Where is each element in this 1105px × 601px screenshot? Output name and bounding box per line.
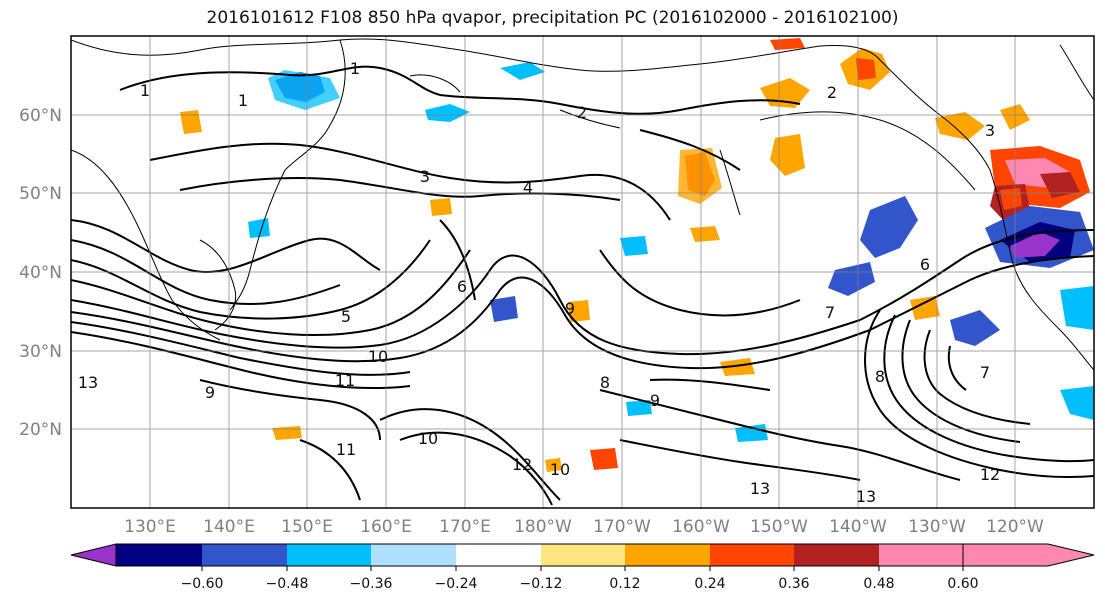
lat-label: 30°N bbox=[19, 342, 62, 362]
colorbar-segment bbox=[371, 544, 456, 566]
graticule bbox=[71, 36, 1094, 508]
qvapor-contours bbox=[71, 65, 1094, 506]
contour-label: 7 bbox=[825, 303, 835, 322]
lon-label: 130°W bbox=[908, 517, 966, 537]
contour-label: 3 bbox=[420, 167, 430, 186]
colorbar-extend-high bbox=[962, 543, 1095, 567]
contour-label: 1 bbox=[238, 91, 248, 110]
lon-label: 150°E bbox=[281, 517, 333, 537]
contour-label: 12 bbox=[512, 455, 532, 474]
colorbar-tick-label: 0.36 bbox=[778, 576, 809, 592]
lat-label: 50°N bbox=[19, 184, 62, 204]
colorbar-tick-label: 0.60 bbox=[947, 576, 978, 592]
contour-label: 7 bbox=[980, 363, 990, 382]
lon-label: 160°E bbox=[360, 517, 412, 537]
latitude-labels: 60°N 50°N 40°N 30°N 20°N bbox=[19, 106, 62, 440]
lon-label: 150°W bbox=[750, 517, 808, 537]
contour-label: 13 bbox=[856, 487, 876, 506]
lon-label: 120°W bbox=[986, 517, 1044, 537]
colorbar-segment bbox=[625, 544, 710, 566]
colorbar-segment bbox=[287, 544, 371, 566]
contour-label: 1 bbox=[350, 59, 360, 78]
contour-label: 3 bbox=[985, 121, 995, 140]
contour-label: 6 bbox=[457, 277, 467, 296]
contour-label: 10 bbox=[418, 429, 438, 448]
colorbar-ticks bbox=[201, 566, 964, 571]
precipitation-shading bbox=[180, 38, 1094, 472]
contour-label: 11 bbox=[335, 371, 355, 390]
longitude-labels: 130°E 140°E 150°E 160°E 170°E 180°W 170°… bbox=[124, 517, 1044, 537]
colorbar-tick-label: 0.24 bbox=[694, 576, 725, 592]
contour-label: 4 bbox=[523, 178, 533, 197]
colorbar-segment bbox=[879, 544, 963, 566]
colorbar-segment bbox=[456, 544, 541, 566]
lat-label: 20°N bbox=[19, 420, 62, 440]
lon-label: 140°W bbox=[829, 517, 887, 537]
contour-label: 1 bbox=[140, 81, 150, 100]
lon-label: 160°W bbox=[672, 517, 730, 537]
contour-label: 12 bbox=[980, 465, 1000, 484]
colorbar-tick-label: 0.12 bbox=[609, 576, 640, 592]
contour-labels: 1 1 1 2 2 3 3 4 5 6 6 7 7 8 8 9 9 9 10 1… bbox=[78, 59, 1000, 506]
colorbar-tick-label: −0.24 bbox=[435, 576, 478, 592]
contour-label: 5 bbox=[341, 307, 351, 326]
contour-label: 2 bbox=[827, 83, 837, 102]
colorbar-segment bbox=[794, 544, 879, 566]
contour-label: 11 bbox=[336, 440, 356, 459]
contour-label: 9 bbox=[565, 299, 575, 318]
colorbar-tick-label: −0.48 bbox=[266, 576, 309, 592]
lon-label: 170°E bbox=[439, 517, 491, 537]
lon-label: 170°W bbox=[593, 517, 651, 537]
colorbar-segment bbox=[116, 544, 202, 566]
map-frame bbox=[70, 35, 1095, 509]
colorbar-tick-label: −0.12 bbox=[520, 576, 563, 592]
contour-label: 8 bbox=[875, 367, 885, 386]
colorbar-tick-label: 0.48 bbox=[863, 576, 894, 592]
lat-label: 40°N bbox=[19, 263, 62, 283]
contour-label: 13 bbox=[750, 479, 770, 498]
colorbar: −0.60 −0.48 −0.36 −0.24 −0.12 0.12 0.24 … bbox=[70, 543, 1095, 592]
contour-label: 2 bbox=[577, 103, 587, 122]
map-panel: 1 1 1 2 2 3 3 4 5 6 6 7 7 8 8 9 9 9 10 1… bbox=[70, 35, 1095, 509]
colorbar-tick-label: −0.60 bbox=[181, 576, 224, 592]
colorbar-tick-label: −0.36 bbox=[350, 576, 393, 592]
colorbar-segment bbox=[541, 544, 625, 566]
lat-label: 60°N bbox=[19, 106, 62, 126]
colorbar-extend-low bbox=[70, 543, 117, 567]
contour-label: 6 bbox=[920, 255, 930, 274]
contour-label: 10 bbox=[368, 347, 388, 366]
contour-label: 10 bbox=[550, 460, 570, 479]
contour-label: 8 bbox=[600, 373, 610, 392]
lon-label: 140°E bbox=[203, 517, 255, 537]
contour-label: 13 bbox=[78, 373, 98, 392]
map-title: 2016101612 F108 850 hPa qvapor, precipit… bbox=[206, 8, 899, 28]
colorbar-segment bbox=[202, 544, 287, 566]
contour-label: 9 bbox=[650, 391, 660, 410]
contour-label: 9 bbox=[205, 383, 215, 402]
colorbar-segment bbox=[710, 544, 794, 566]
lon-label: 180°W bbox=[514, 517, 572, 537]
colorbar-frame bbox=[115, 543, 964, 567]
lon-label: 130°E bbox=[124, 517, 176, 537]
